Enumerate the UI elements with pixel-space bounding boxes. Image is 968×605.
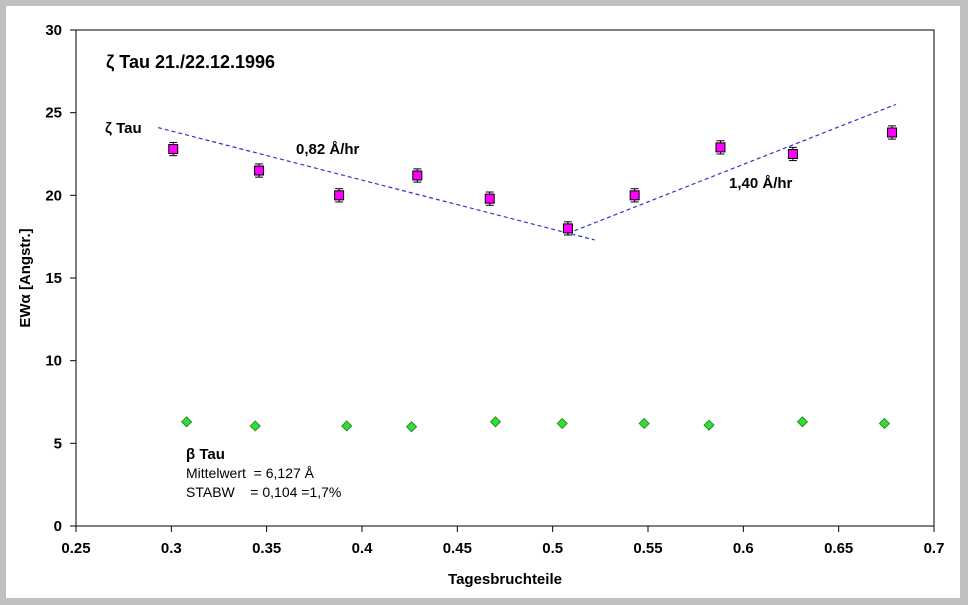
- beta-tau-point: [489, 416, 502, 428]
- zeta-tau-point: [254, 165, 265, 176]
- y-tick-label: 15: [45, 270, 62, 287]
- x-tick-label: 0.4: [352, 540, 374, 557]
- zeta-tau-point: [887, 127, 898, 138]
- beta-tau-point: [703, 419, 715, 431]
- beta-tau-point: [638, 417, 650, 430]
- y-tick-label: 10: [45, 353, 62, 370]
- x-tick-label: 0.35: [252, 540, 281, 557]
- chart-title: ζ Tau 21./22.12.1996: [106, 52, 275, 73]
- plot-area: [75, 29, 935, 527]
- x-tick-label: 0.55: [633, 540, 662, 557]
- y-tick-label: 25: [45, 105, 62, 122]
- beta-tau-point: [796, 416, 809, 428]
- x-tick-label: 0.7: [924, 540, 945, 557]
- beta-tau-point: [341, 420, 353, 432]
- beta-std-label: STABW = 0,104 =1,7%: [186, 484, 341, 500]
- trend-line-decline: [157, 126, 595, 241]
- x-tick-label: 0.5: [542, 540, 563, 557]
- rise-rate-label: 1,40 Å/hr: [729, 175, 793, 192]
- y-tick-label: 0: [54, 518, 62, 535]
- x-tick-label: 0.25: [61, 540, 90, 557]
- beta-tau-label: β Tau: [186, 446, 225, 463]
- zeta-tau-point: [629, 190, 640, 201]
- y-tick-label: 30: [45, 22, 62, 39]
- zeta-tau-point: [484, 193, 495, 204]
- beta-mean-label: Mittelwert = 6,127 Å: [186, 465, 315, 481]
- zeta-tau-point: [168, 144, 179, 155]
- axis-ticks: 0.25 0.3 0.35 0.4 0.45 0.5 0.55 0.6 0.65 0.7 0 5 10 1…: [45, 22, 944, 557]
- x-tick-label: 0.65: [824, 540, 853, 557]
- y-axis-title: EWα [Angstr.]: [17, 228, 34, 327]
- x-tick-label: 0.3: [161, 540, 182, 557]
- zeta-tau-point: [715, 142, 726, 153]
- zeta-tau-point: [412, 170, 423, 181]
- chart-frame: 0.25 0.3 0.35 0.4 0.45 0.5 0.55 0.6 0.65 0.7 0 5 10 1…: [6, 6, 960, 598]
- zeta-tau-series: [168, 125, 898, 236]
- zeta-tau-point: [787, 149, 798, 159]
- beta-tau-point: [406, 421, 418, 433]
- zeta-tau-point: [562, 223, 573, 234]
- x-axis-title: Tagesbruchteile: [448, 571, 562, 588]
- beta-tau-point: [878, 417, 890, 430]
- chart-svg: 0.25 0.3 0.35 0.4 0.45 0.5 0.55 0.6 0.65 0.7 0 5 10 1…: [17, 22, 944, 588]
- beta-tau-point: [556, 417, 568, 430]
- beta-tau-point: [181, 416, 193, 428]
- x-tick-label: 0.6: [733, 540, 754, 557]
- trend-lines: [157, 103, 897, 241]
- zeta-tau-label: ζ Tau: [105, 120, 142, 137]
- y-tick-label: 5: [54, 435, 62, 452]
- zeta-tau-point: [334, 190, 345, 201]
- x-tick-label: 0.45: [443, 540, 472, 557]
- beta-tau-point: [249, 420, 261, 432]
- y-tick-label: 20: [45, 187, 62, 204]
- decline-rate-label: 0,82 Å/hr: [296, 141, 360, 158]
- trend-line-rise: [567, 103, 897, 234]
- beta-tau-series: [181, 416, 890, 433]
